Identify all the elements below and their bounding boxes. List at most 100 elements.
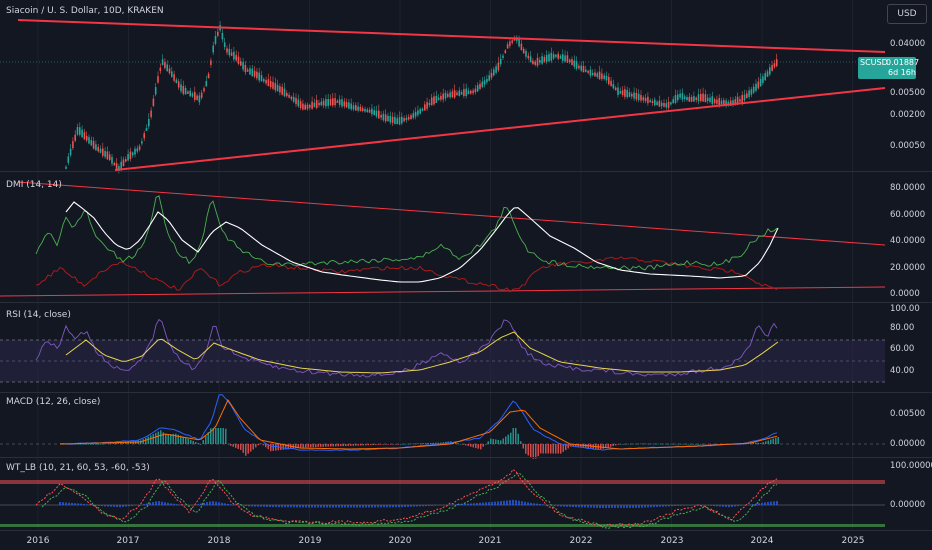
candle-body: [644, 97, 647, 102]
macd-histogram-bar: [357, 444, 359, 446]
macd-histogram-bar: [532, 444, 534, 459]
candle-body: [690, 96, 693, 102]
candle-body: [184, 87, 187, 95]
candle-body: [435, 95, 438, 103]
candle-body: [221, 32, 224, 40]
candle-body: [472, 90, 474, 94]
candle-body: [99, 148, 102, 153]
macd-histogram-bar: [335, 444, 337, 447]
macd-histogram-bar: [440, 442, 442, 444]
macd-histogram-bar: [105, 443, 107, 445]
candle-body: [242, 62, 244, 70]
candle-body: [453, 90, 456, 98]
candle-body: [476, 85, 479, 92]
macd-histogram-bar: [665, 443, 667, 445]
macd-histogram-bar: [660, 443, 662, 445]
wt-line-1: [35, 468, 778, 527]
x-axis-label: 2021: [478, 536, 502, 546]
macd-histogram-bar: [762, 442, 764, 444]
dmi-axis-label: 20.0000: [890, 263, 926, 273]
candle-body: [769, 67, 771, 75]
candle-body: [228, 48, 231, 56]
main-chart-title: Siacoin / U. S. Dollar, 10D, KRAKEN: [6, 6, 164, 16]
candle-body: [125, 159, 127, 162]
pane-separator: [0, 530, 932, 531]
candle-body: [598, 71, 601, 80]
macd-histogram-bar: [305, 444, 307, 448]
macd-histogram-bar: [772, 438, 774, 444]
rsi-title[interactable]: RSI (14, close): [6, 310, 71, 320]
macd-histogram-bar: [475, 444, 477, 449]
dmi-title[interactable]: DMI (14, 14): [6, 180, 62, 190]
candle-body: [502, 55, 504, 58]
macd-histogram-bar: [270, 444, 272, 452]
candle-body: [693, 96, 695, 102]
macd-histogram-bar: [685, 443, 687, 445]
macd-histogram-bar: [397, 444, 399, 445]
macd-histogram-bar: [90, 444, 92, 445]
candle-body: [69, 148, 72, 156]
x-axis-label: 2019: [298, 536, 322, 546]
macd-histogram-bar: [670, 443, 672, 445]
price-tag-value: 0.01887: [886, 58, 920, 67]
macd-histogram-bar: [580, 444, 582, 448]
candle-body: [442, 93, 444, 100]
candle-body: [506, 44, 509, 49]
candle-body: [757, 81, 760, 89]
macd-histogram-bar: [200, 444, 202, 445]
macd-histogram-bar: [212, 428, 214, 444]
candle-body: [138, 146, 141, 150]
macd-histogram-bar: [255, 444, 257, 448]
x-axis-label: 2024: [750, 536, 774, 546]
candle-body: [617, 87, 619, 96]
macd-histogram-bar: [377, 444, 379, 445]
macd-histogram-bar: [742, 444, 744, 445]
currency-button[interactable]: USD: [887, 4, 927, 24]
macd-title[interactable]: MACD (12, 26, close): [6, 397, 101, 407]
macd-histogram-bar: [605, 444, 607, 449]
macd-histogram-bar: [167, 434, 169, 444]
macd-histogram-bar: [260, 443, 262, 444]
macd-histogram-bar: [302, 444, 304, 448]
candle-body: [628, 92, 631, 97]
dmi-trendline: [0, 286, 886, 297]
candle-body: [85, 135, 88, 141]
price-tag-countdown: 6d 16h: [888, 68, 916, 77]
candle-body: [263, 79, 265, 82]
candle-body: [474, 88, 477, 93]
rsi-line: [35, 318, 778, 378]
candle-body: [642, 97, 645, 101]
macd-histogram-bar: [75, 444, 77, 445]
macd-histogram-bar: [175, 433, 177, 444]
candle-body: [194, 91, 196, 100]
macd-histogram-bar: [267, 444, 269, 450]
candle-body: [449, 92, 451, 98]
candle-body: [217, 31, 219, 36]
candle-body: [361, 108, 364, 112]
macd-histogram-bar: [257, 444, 259, 446]
macd-histogram-bar: [470, 444, 472, 447]
wt-title[interactable]: WT_LB (10, 21, 60, 53, -60, -53): [6, 463, 150, 473]
candle-body: [677, 94, 679, 101]
macd-histogram-bar: [717, 444, 719, 445]
macd-histogram-bar: [577, 444, 579, 448]
candle-body: [725, 100, 727, 106]
price-axis-label: 0.00200: [890, 110, 926, 120]
candle-body: [711, 96, 714, 105]
macd-histogram-bar: [225, 428, 227, 444]
candle-body: [76, 126, 79, 135]
candle-body: [373, 110, 375, 116]
candle-body: [545, 55, 548, 62]
macd-histogram-bar: [575, 444, 577, 448]
candle-body: [237, 56, 240, 64]
candle-body: [295, 97, 297, 105]
macd-histogram-bar: [422, 443, 424, 444]
candle-body: [398, 117, 401, 125]
macd-histogram-bar: [275, 444, 277, 451]
macd-histogram-bar: [622, 443, 624, 445]
dmi-plus-line: [35, 195, 778, 271]
candle-body: [568, 59, 571, 63]
macd-histogram-bar: [92, 444, 94, 445]
macd-histogram-bar: [315, 444, 317, 448]
